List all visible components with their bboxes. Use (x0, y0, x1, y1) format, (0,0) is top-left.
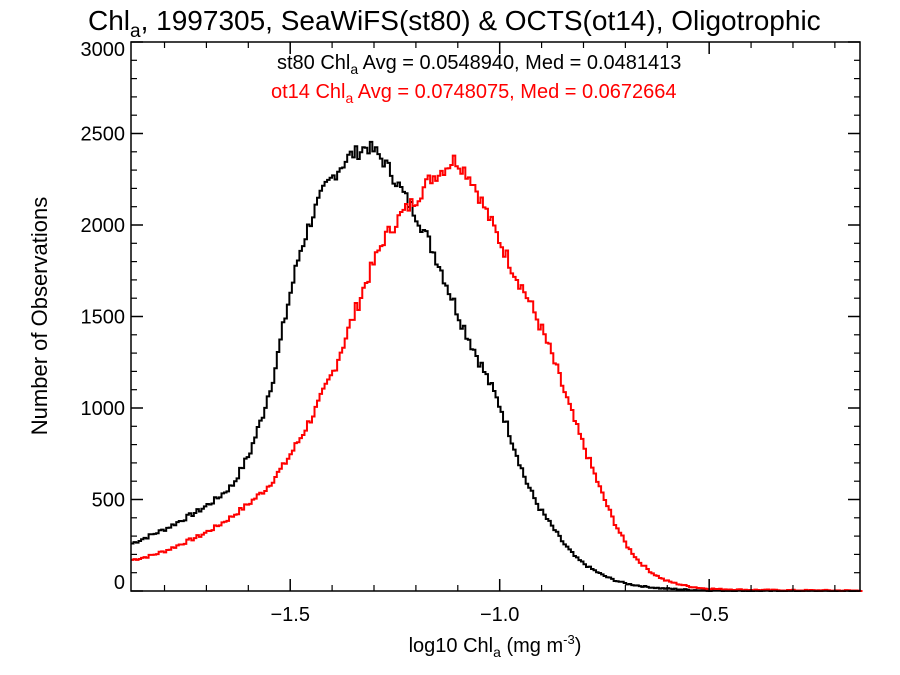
x-axis-label-superscript: -3 (563, 632, 575, 647)
stats-label-st80: st80 Chla Avg = 0.0548940, Med = 0.04814… (277, 52, 681, 77)
x-axis-label-end: ) (575, 635, 582, 657)
x-axis-label: log10 Chla (mg m-3) (409, 632, 582, 660)
stats-label-st80-post: Avg = 0.0548940, Med = 0.0481413 (358, 52, 681, 74)
y-tick-label: 1000 (81, 398, 126, 420)
chart-title-subscript: a (130, 21, 141, 42)
x-axis-label-subscript: a (493, 644, 501, 660)
chart-title-main: Chl (88, 5, 130, 36)
y-axis-label: Number of Observations (27, 197, 52, 435)
y-tick-label: 0 (114, 572, 125, 594)
stats-label-ot14-post: Avg = 0.0748075, Med = 0.0672664 (353, 81, 676, 103)
x-axis-label-main: log10 Chl (409, 635, 494, 657)
stats-label-ot14-sub: a (346, 90, 354, 106)
y-tick-label: 500 (92, 490, 125, 512)
y-tick-label: 1500 (81, 307, 126, 329)
stats-label-st80-sub: a (350, 61, 358, 77)
y-tick-label: 2500 (81, 124, 126, 146)
x-tick-label: −0.5 (689, 604, 728, 626)
chart-title: Chla, 1997305, SeaWiFS(st80) & OCTS(ot14… (88, 5, 821, 42)
y-tick-label: 3000 (81, 39, 126, 61)
x-axis-label-rest: (mg m (501, 635, 563, 657)
y-axis: 0 500 1000 1500 2000 2500 3000 (81, 39, 860, 594)
stats-label-st80-pre: st80 Chl (277, 52, 350, 74)
x-tick-label: −1.0 (480, 604, 519, 626)
x-tick-label: −1.5 (270, 604, 309, 626)
stats-label-ot14-pre: ot14 Chl (271, 81, 346, 103)
stats-label-ot14: ot14 Chla Avg = 0.0748075, Med = 0.06726… (271, 81, 677, 106)
y-tick-label: 2000 (81, 215, 126, 237)
series-line-ot14 (131, 154, 863, 592)
chart-title-rest: , 1997305, SeaWiFS(st80) & OCTS(ot14), O… (141, 5, 821, 36)
x-axis: −1.5 −1.0 −0.5 (163, 42, 836, 626)
